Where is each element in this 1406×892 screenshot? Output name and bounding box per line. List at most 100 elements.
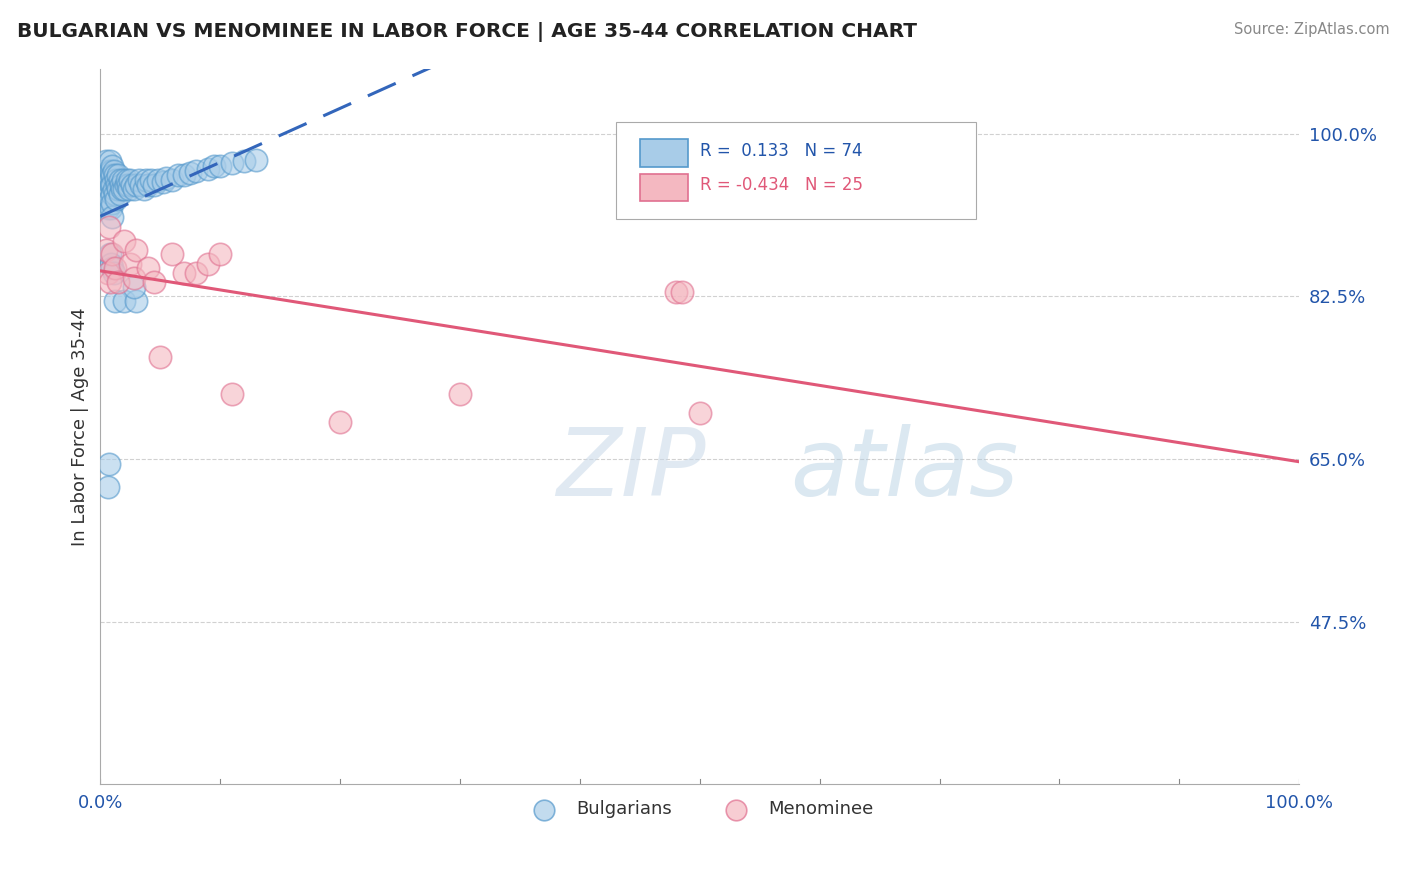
Point — [97, 182, 120, 196]
Point — [101, 261, 124, 276]
Point — [155, 171, 177, 186]
Point — [114, 178, 136, 192]
Point — [96, 480, 118, 494]
Point — [671, 285, 693, 299]
Point — [112, 182, 135, 196]
Point — [152, 175, 174, 189]
Point — [104, 293, 127, 308]
Point — [136, 178, 159, 192]
Point — [101, 159, 124, 173]
Point — [104, 169, 127, 183]
FancyBboxPatch shape — [616, 122, 976, 219]
Point — [122, 182, 145, 196]
Point — [139, 173, 162, 187]
Point — [221, 387, 243, 401]
Point — [118, 182, 141, 196]
Point — [96, 192, 118, 206]
Point — [96, 154, 118, 169]
Point — [108, 173, 131, 187]
Point — [110, 178, 132, 192]
Point — [162, 247, 184, 261]
Point — [143, 276, 166, 290]
Point — [221, 156, 243, 170]
Point — [103, 266, 125, 280]
Point — [197, 161, 219, 176]
Point — [98, 154, 121, 169]
Point — [96, 201, 118, 215]
Point — [209, 159, 232, 173]
Point — [107, 182, 129, 196]
Text: ZIP: ZIP — [555, 424, 706, 515]
Point — [94, 182, 117, 196]
FancyBboxPatch shape — [640, 174, 688, 201]
Point — [96, 266, 118, 280]
Point — [122, 280, 145, 294]
Point — [101, 187, 124, 202]
Point — [111, 182, 134, 196]
Point — [136, 261, 159, 276]
Point — [202, 159, 225, 173]
Text: R =  0.133   N = 74: R = 0.133 N = 74 — [700, 142, 862, 160]
Point — [100, 163, 122, 178]
Point — [162, 173, 184, 187]
Point — [186, 163, 208, 178]
Text: BULGARIAN VS MENOMINEE IN LABOR FORCE | AGE 35-44 CORRELATION CHART: BULGARIAN VS MENOMINEE IN LABOR FORCE | … — [17, 22, 917, 42]
FancyBboxPatch shape — [640, 139, 688, 167]
Point — [104, 173, 127, 187]
Point — [107, 276, 129, 290]
Point — [108, 187, 131, 202]
Point — [689, 405, 711, 419]
Point — [100, 178, 122, 192]
Point — [107, 169, 129, 183]
Point — [105, 178, 128, 192]
Point — [98, 173, 121, 187]
Y-axis label: In Labor Force | Age 35-44: In Labor Force | Age 35-44 — [72, 307, 89, 546]
Point — [186, 266, 208, 280]
Point — [101, 169, 124, 183]
Point — [132, 182, 155, 196]
Point — [98, 276, 121, 290]
Point — [93, 163, 115, 178]
Point — [125, 293, 148, 308]
Point — [329, 415, 352, 429]
Point — [112, 234, 135, 248]
Point — [665, 285, 688, 299]
Point — [115, 173, 138, 187]
Point — [104, 261, 127, 276]
Point — [128, 173, 150, 187]
Point — [122, 270, 145, 285]
Point — [233, 154, 256, 169]
Point — [112, 173, 135, 187]
Point — [125, 178, 148, 192]
Point — [125, 243, 148, 257]
Point — [245, 153, 267, 167]
Point — [149, 350, 172, 364]
Point — [167, 169, 190, 183]
Point — [129, 178, 152, 192]
Point — [97, 457, 120, 471]
Text: R = -0.434   N = 25: R = -0.434 N = 25 — [700, 176, 863, 194]
Point — [197, 257, 219, 271]
Point — [100, 257, 122, 271]
Point — [121, 178, 143, 192]
Text: Source: ZipAtlas.com: Source: ZipAtlas.com — [1233, 22, 1389, 37]
Point — [117, 178, 139, 192]
Text: atlas: atlas — [790, 424, 1018, 515]
Point — [173, 169, 195, 183]
Point — [179, 166, 201, 180]
Point — [209, 247, 232, 261]
Point — [101, 196, 124, 211]
Point — [146, 173, 169, 187]
Point — [449, 387, 471, 401]
Legend: Bulgarians, Menominee: Bulgarians, Menominee — [519, 793, 880, 825]
Point — [96, 173, 118, 187]
Point — [112, 293, 135, 308]
Point — [103, 182, 125, 196]
Point — [104, 187, 127, 202]
Point — [101, 178, 124, 192]
Point — [120, 173, 142, 187]
Point — [101, 211, 124, 225]
Point — [120, 257, 142, 271]
Point — [98, 192, 121, 206]
Point — [135, 173, 157, 187]
